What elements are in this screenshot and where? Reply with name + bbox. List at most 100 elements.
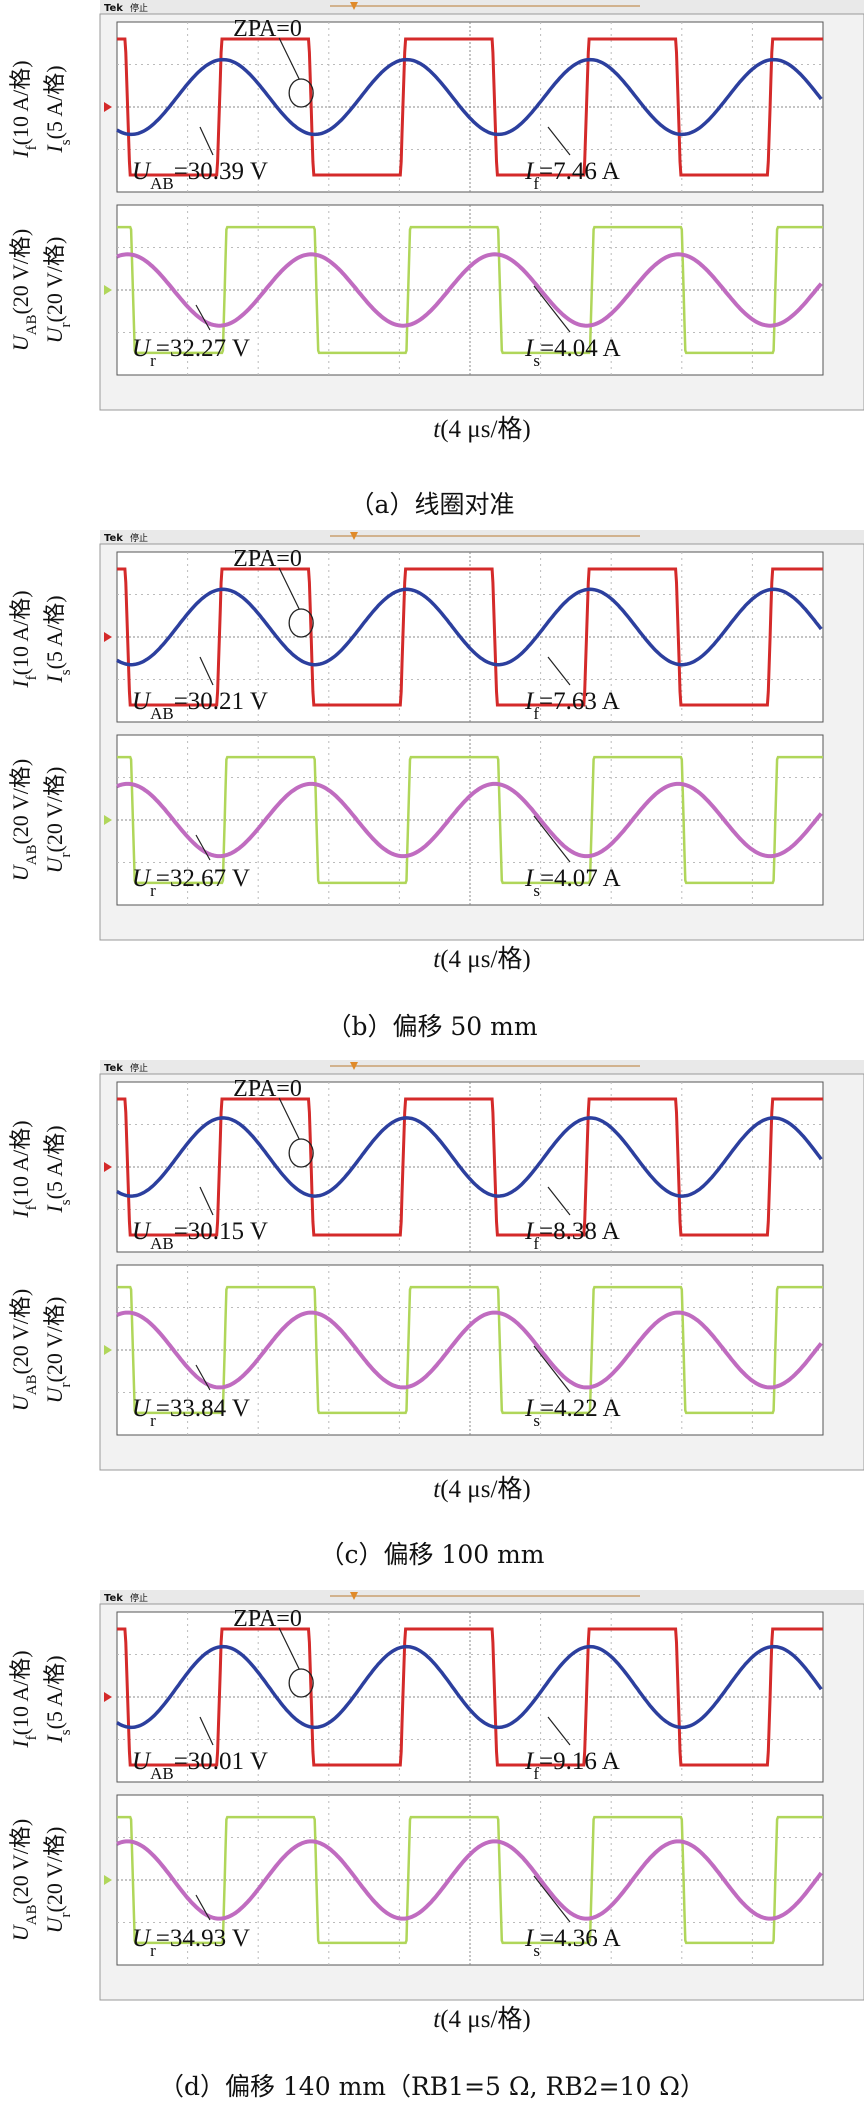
panel-caption: （a）线圈对准	[350, 490, 515, 519]
zpa-label: ZPA=0	[233, 546, 302, 572]
trace-ur	[116, 781, 823, 859]
ylabel-is: Is(5 A/格)	[42, 595, 74, 683]
if-value-label: If=9.16 A	[524, 1748, 620, 1783]
trace-uab	[117, 1285, 823, 1415]
channel-marker-uab	[104, 1875, 112, 1885]
channel-marker-uab	[104, 1345, 112, 1355]
ylabel-ur: Ur(20 V/格)	[42, 237, 74, 344]
xlabel: t(4 μs/格)	[433, 415, 530, 443]
ylabel-uab: UAB(20 V/格)	[8, 759, 40, 882]
ur-value-label: Ur=33.84 V	[132, 1395, 250, 1430]
ylabel-ur: Ur(20 V/格)	[42, 767, 74, 874]
trigger-position-marker	[350, 532, 358, 540]
is-leader	[533, 1345, 571, 1393]
ur-value-label: Ur=32.27 V	[132, 335, 250, 370]
trace-uab	[117, 755, 823, 885]
channel-marker-if	[104, 1162, 112, 1172]
top-trace-panel: ZPA=0 UAB=30.01 V If=9.16 A	[104, 1606, 824, 1783]
status-text: 停止	[130, 1062, 148, 1074]
if-value-label: If=7.63 A	[524, 688, 620, 723]
uab-value-label: UAB=30.39 V	[132, 158, 268, 193]
trace-if	[117, 1097, 823, 1237]
trace-if	[117, 567, 823, 707]
ylabel-if: If(10 A/格)	[8, 60, 40, 158]
ylabel-if: If(10 A/格)	[8, 590, 40, 688]
zpa-leader	[278, 567, 300, 610]
ylabel-if: If(10 A/格)	[8, 1650, 40, 1748]
tek-logo: Tek	[104, 1593, 123, 1604]
if-leader	[547, 1716, 571, 1746]
bottom-trace-panel: Ur=32.27 V Is=4.04 A	[104, 204, 824, 376]
panel-c: Tek 停止 ZPA=0 UAB=30.15 V If=8.38 A Ur=33.84 V…	[8, 1060, 864, 1569]
tek-logo: Tek	[104, 533, 123, 544]
is-value-label: Is=4.22 A	[524, 1395, 621, 1430]
panel-d: Tek 停止 ZPA=0 UAB=30.01 V If=9.16 A Ur=34.93 V…	[8, 1590, 864, 2101]
ylabel-uab: UAB(20 V/格)	[8, 229, 40, 352]
trigger-position-marker	[350, 1062, 358, 1070]
ur-leader	[195, 1894, 211, 1921]
channel-marker-if	[104, 632, 112, 642]
zpa-label: ZPA=0	[233, 1076, 302, 1102]
trace-ur	[116, 1310, 823, 1390]
channel-marker-uab	[104, 815, 112, 825]
is-leader	[533, 285, 571, 333]
is-value-label: Is=4.04 A	[524, 335, 621, 370]
ur-leader	[195, 304, 211, 331]
status-text: 停止	[130, 532, 148, 544]
scope-header-bar	[100, 0, 864, 14]
panel-caption: （b）偏移 50 mm	[326, 1012, 537, 1041]
panel-b: Tek 停止 ZPA=0 UAB=30.21 V If=7.63 A Ur=32.67 V…	[8, 530, 864, 1041]
zpa-leader	[278, 37, 300, 80]
zpa-leader	[278, 1097, 300, 1140]
ylabel-uab: UAB(20 V/格)	[8, 1819, 40, 1942]
if-leader	[547, 656, 571, 686]
trace-uab	[117, 225, 823, 355]
ylabel-is: Is(5 A/格)	[42, 1125, 74, 1213]
bottom-trace-panel: Ur=33.84 V Is=4.22 A	[104, 1264, 824, 1436]
zpa-circle	[288, 1138, 314, 1168]
zpa-leader	[278, 1627, 300, 1670]
is-leader	[533, 815, 571, 863]
top-trace-panel: ZPA=0 UAB=30.39 V If=7.46 A	[104, 16, 824, 193]
uab-leader	[199, 1186, 214, 1216]
zpa-label: ZPA=0	[233, 16, 302, 42]
trigger-position-marker	[350, 2, 358, 10]
uab-value-label: UAB=30.21 V	[132, 688, 268, 723]
trace-is	[116, 587, 823, 667]
xlabel: t(4 μs/格)	[433, 2005, 530, 2033]
ylabel-ur: Ur(20 V/格)	[42, 1297, 74, 1404]
zpa-circle	[288, 608, 314, 638]
tek-logo: Tek	[104, 1063, 123, 1074]
ylabel-if: If(10 A/格)	[8, 1120, 40, 1218]
zpa-label: ZPA=0	[233, 1606, 302, 1632]
ur-leader	[195, 834, 211, 861]
if-value-label: If=7.46 A	[524, 158, 620, 193]
trace-if	[117, 37, 823, 177]
if-leader	[547, 126, 571, 156]
trace-if	[117, 1627, 823, 1767]
uab-value-label: UAB=30.01 V	[132, 1748, 268, 1783]
ylabel-uab: UAB(20 V/格)	[8, 1289, 40, 1412]
uab-leader	[199, 1716, 214, 1746]
is-leader	[533, 1875, 571, 1923]
xlabel: t(4 μs/格)	[433, 945, 530, 973]
trace-is	[116, 57, 823, 137]
ur-value-label: Ur=32.67 V	[132, 865, 250, 900]
scope-header-bar	[100, 1590, 864, 1604]
uab-leader	[199, 126, 214, 156]
ylabel-is: Is(5 A/格)	[42, 1655, 74, 1743]
trace-ur	[116, 1839, 823, 1921]
panel-caption: （d）偏移 140 mm（RB1=5 Ω, RB2=10 Ω）	[159, 2072, 705, 2101]
scope-header-bar	[100, 530, 864, 544]
trace-ur	[116, 252, 823, 328]
top-trace-panel: ZPA=0 UAB=30.15 V If=8.38 A	[104, 1076, 824, 1253]
tek-logo: Tek	[104, 3, 123, 14]
uab-value-label: UAB=30.15 V	[132, 1218, 268, 1253]
uab-leader	[199, 656, 214, 686]
ylabel-ur: Ur(20 V/格)	[42, 1827, 74, 1934]
ur-value-label: Ur=34.93 V	[132, 1925, 250, 1960]
zpa-circle	[288, 1668, 314, 1698]
bottom-trace-panel: Ur=32.67 V Is=4.07 A	[104, 734, 824, 906]
